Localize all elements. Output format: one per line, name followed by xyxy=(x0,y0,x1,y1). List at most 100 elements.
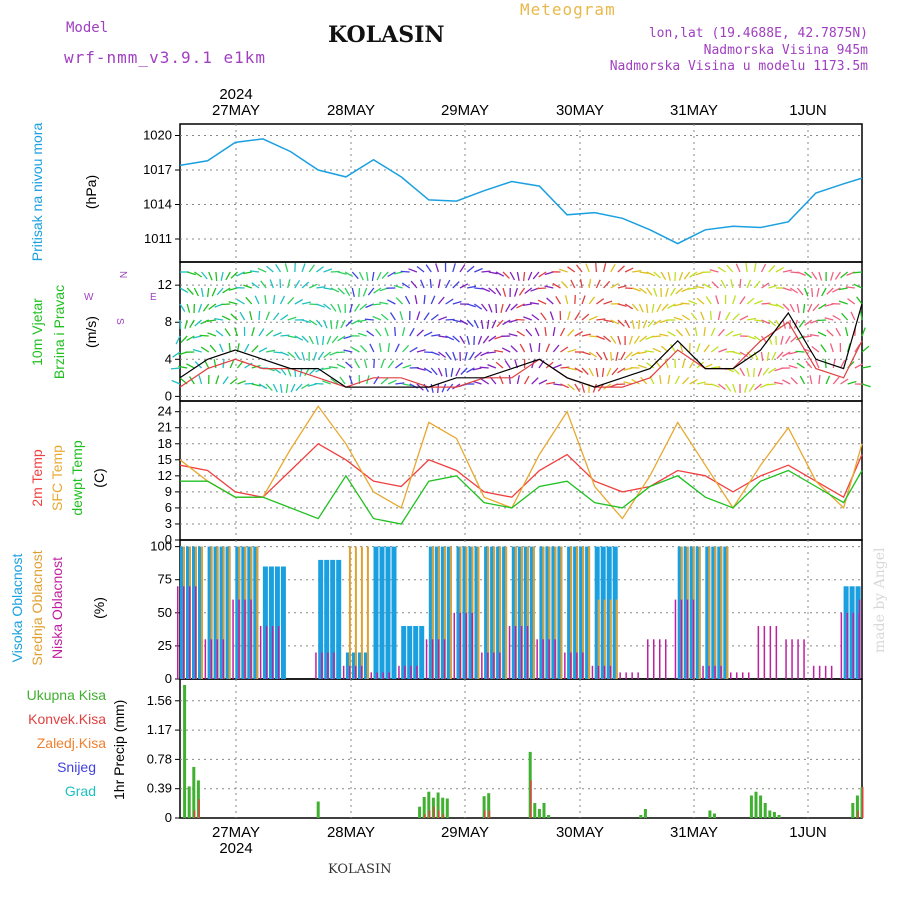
wind-arrow xyxy=(322,380,331,385)
cloud-bar-visoka xyxy=(600,546,606,679)
wind-arrow xyxy=(358,271,364,281)
wind-arrow xyxy=(774,381,784,385)
y-tick-label-wind-1: 4 xyxy=(165,351,172,366)
cloud-bar-visoka xyxy=(496,546,502,679)
wind-arrow xyxy=(537,299,547,305)
wind-arrow xyxy=(337,287,345,295)
model-elevation-label: Nadmorska Visina u modelu 1173.5m xyxy=(609,59,868,74)
cloud-bar-niska xyxy=(508,626,511,679)
wind-arrow xyxy=(331,335,339,344)
wind-arrow xyxy=(222,376,229,385)
wind-arrow xyxy=(284,263,289,273)
wind-arrow xyxy=(675,329,683,337)
wind-arrow xyxy=(345,361,353,369)
wind-arrow xyxy=(508,319,518,323)
wind-arrow xyxy=(480,378,490,385)
wind-arrow xyxy=(555,295,562,305)
cloud-bar-visoka xyxy=(612,546,618,679)
wind-arrow xyxy=(488,335,497,342)
wind-arrow xyxy=(357,319,367,323)
cloud-bar-srednja xyxy=(597,599,600,679)
wind-arrow xyxy=(339,376,346,385)
wind-arrow xyxy=(739,315,749,321)
wind-arrow xyxy=(753,262,757,273)
wind-arrow xyxy=(781,379,791,385)
wind-arrow xyxy=(771,351,777,361)
wind-arrow xyxy=(667,271,671,281)
cloud-bar-visoka xyxy=(241,546,247,679)
wind-arrow xyxy=(739,296,746,305)
wind-arrow xyxy=(266,265,274,273)
wind-arrow xyxy=(768,319,776,327)
wind-arrow xyxy=(732,295,737,305)
wind-arrow xyxy=(280,334,290,337)
wind-arrow xyxy=(818,374,821,385)
dewpoint-line xyxy=(180,469,863,525)
wind-arrow xyxy=(423,367,433,374)
wind-arrow xyxy=(496,319,504,328)
cloud-bar-niska xyxy=(342,665,345,679)
wind-arrow xyxy=(466,319,474,328)
wind-arrow xyxy=(301,319,311,324)
wind-arrow xyxy=(715,295,720,305)
wind-arrow xyxy=(553,383,563,386)
wind-arrow xyxy=(789,287,799,294)
wind-arrow xyxy=(674,375,680,385)
y-tick-label-pressure-0: 1011 xyxy=(144,231,172,246)
precip-total-bar xyxy=(537,809,541,818)
cloud-bar-niska xyxy=(327,652,329,679)
wind-arrow xyxy=(340,319,346,329)
wind-arrow xyxy=(696,343,701,353)
wind-arrow xyxy=(653,271,661,279)
wind-arrow xyxy=(400,270,410,273)
cloud-bar-niska xyxy=(459,612,461,679)
wind-arrow xyxy=(372,315,382,321)
wind-arrow xyxy=(816,287,820,297)
wind-arrow xyxy=(287,296,295,305)
wind-arrow xyxy=(581,351,591,356)
wind-arrow xyxy=(228,287,238,291)
cloud-bar-visoka xyxy=(192,546,197,679)
wind-arrow xyxy=(761,282,770,289)
wind-arrow xyxy=(811,271,818,280)
cloud-bar-visoka xyxy=(517,546,523,679)
wind-arrow xyxy=(797,271,806,277)
wind-arrow xyxy=(647,319,655,328)
y-tick-label-temperature-0: 0 xyxy=(165,532,172,547)
wind-arrow xyxy=(416,265,425,273)
wind-ylabel-2: Brzina i Pravac xyxy=(51,285,67,379)
cloud-bar-niska xyxy=(487,652,489,679)
wind-arrow xyxy=(279,295,286,305)
cloud-bar-visoka xyxy=(268,566,274,679)
panel-frame-temperature xyxy=(179,400,863,541)
cloud-bar-niska xyxy=(714,665,716,679)
wind-arrow xyxy=(172,351,181,358)
wind-arrow xyxy=(667,303,676,309)
wind-arrow xyxy=(664,359,669,369)
wind-arrow xyxy=(574,312,581,321)
precip-conv-bar xyxy=(857,810,859,818)
cloud-bar-visoka xyxy=(351,652,357,679)
cloud-bar-niska xyxy=(443,639,446,679)
wind-arrow xyxy=(861,365,871,369)
wind-arrow xyxy=(768,284,778,289)
wind-arrow xyxy=(495,271,505,277)
pressure-ylabel: Pritisak na nivou mora xyxy=(29,123,45,262)
wind-arrow xyxy=(610,263,616,273)
wind-arrow xyxy=(420,279,425,289)
wind-arrow xyxy=(430,383,434,393)
wind-arrow xyxy=(538,342,541,353)
precip-legend-1: Konvek.Kisa xyxy=(28,711,106,727)
cloud-bar-niska xyxy=(216,639,219,679)
wind-arrow xyxy=(567,367,577,371)
cloud-bar-visoka xyxy=(594,546,600,679)
wind-arrow xyxy=(690,312,698,321)
wind-arrow xyxy=(824,303,834,307)
wind-arrow xyxy=(754,299,763,305)
wind-arrow xyxy=(725,330,734,337)
wind-arrow xyxy=(215,329,224,337)
wind-arrow xyxy=(367,287,375,296)
wind-arrow xyxy=(192,335,202,339)
wind-arrow xyxy=(852,271,863,274)
cloud-bar-niska xyxy=(625,672,627,679)
